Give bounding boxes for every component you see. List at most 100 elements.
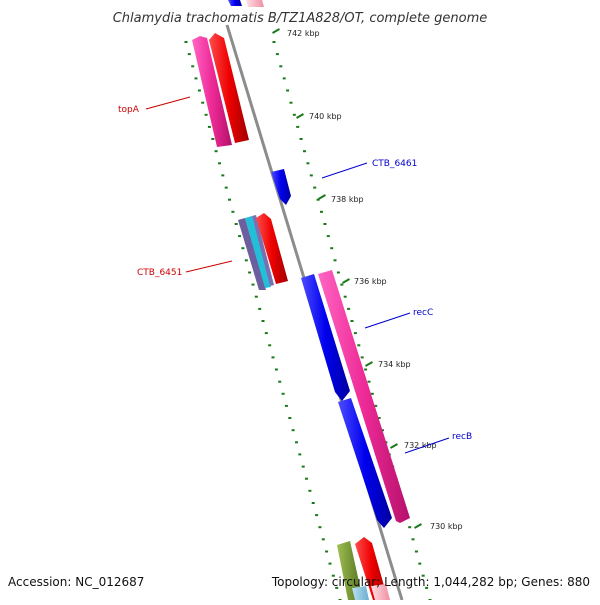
ring-dot [191,65,195,68]
tick-label: 734 kbp [378,360,411,369]
gene-CTB_6461[interactable] [271,169,291,205]
gene-topA[interactable] [192,36,232,147]
ring-dot [370,392,374,395]
ring-dot [323,223,327,225]
CTB_6451-leader [185,260,233,273]
ring-dot [299,138,303,140]
recB-leader [404,437,450,454]
ring-dot [325,550,329,553]
gene-label-CTB_6461[interactable]: CTB_6461 [372,159,417,169]
tick-label: 730 kbp [430,522,463,531]
gene-label-recC[interactable]: recC [413,308,433,318]
ring-dot [357,344,361,347]
gene-CTB_6451-purple[interactable] [238,218,266,290]
ring-dot [289,101,293,104]
gene-forward-red-1[interactable] [209,33,249,143]
ring-dot [204,113,208,116]
ring-dot [335,586,339,589]
ring-dot [244,259,248,262]
ring-dot [321,538,325,541]
ring-dot [258,307,262,310]
ring-dot [254,295,258,298]
ring-dot [303,150,306,153]
ring-dot [248,271,252,274]
gene-forward-lightblue[interactable] [352,586,369,600]
ring-dot [408,526,412,529]
gene-feature-pale-top[interactable] [246,0,264,7]
ring-dot [228,198,231,201]
accession-text: Accession: NC_012687 [8,575,144,589]
ring-dot [187,53,191,56]
ring-dot [271,356,275,359]
ring-dot [231,210,235,213]
gene-forward-pale[interactable] [371,584,390,600]
ring-dot [291,429,295,432]
ring-dot [268,344,272,347]
ring-dot [279,65,283,68]
ring-dot [350,320,354,322]
ring-dot [311,502,315,504]
gene-CTB_6451-cyan[interactable] [245,216,271,288]
ring-dot [251,283,255,286]
tick-label: 738 kbp [331,195,364,204]
ring-dot [411,538,415,541]
ring-dot [315,514,319,517]
ring-dot [241,247,245,250]
tick-label: 732 kbp [404,441,437,450]
ring-dot [295,441,298,444]
ring-dot [296,125,300,128]
gene-forward-red-2[interactable] [256,213,288,284]
ring-dot [374,404,378,407]
scale-tick-738: 738 kbp [318,194,364,204]
ring-dot [309,174,313,177]
ring-dot [261,320,265,322]
ring-dot [275,53,279,56]
genome-summary-text: Topology: circular; Length: 1,044,282 bp… [271,575,590,589]
gene-label-CTB_6451[interactable]: CTB_6451 [137,268,182,278]
recC-leader [364,312,411,329]
ring-dot [308,489,312,492]
gene-forward-olive[interactable] [337,541,363,600]
tick-label: 740 kbp [309,112,342,121]
ring-dot [286,89,290,92]
gene-forward-red-3[interactable] [355,537,388,600]
gene-CTB_6451-violet[interactable] [252,215,274,286]
gene-recC[interactable] [301,274,350,401]
gene-recB[interactable] [338,398,392,528]
ring-dot [425,586,429,589]
scale-tick-742: 742 kbp [272,28,320,38]
CTB_6461-leader [321,162,368,179]
ring-dot [284,404,288,407]
ring-dot [316,198,320,201]
ring-dot [288,417,292,419]
ring-dot [381,429,384,432]
map-title: Chlamydia trachomatis B/TZ1A828/OT, comp… [113,11,488,26]
ring-dot [377,417,381,419]
ring-dot [336,271,340,274]
tick-label: 742 kbp [287,29,320,38]
ring-dot [264,332,268,335]
ring-dot [418,562,422,565]
ring-dot [207,125,211,128]
gene-feature-blue-top[interactable] [228,0,242,6]
ring-dot [331,574,335,577]
gene-label-recB[interactable]: recB [452,432,472,442]
ring-dot [194,77,198,80]
ring-dot [305,477,308,480]
ring-dot [347,307,351,310]
ring-dot [340,283,344,286]
ring-dot [274,368,278,371]
gene-label-topA[interactable]: topA [118,105,140,115]
ring-dot [364,368,368,371]
ring-dot [326,235,330,238]
ring-dot [360,356,364,359]
ring-dot [214,150,218,153]
ring-dot [318,526,322,529]
scale-tick-732: 732 kbp [390,441,437,450]
ring-dot [282,77,286,80]
tick-label: 736 kbp [354,277,387,286]
ring-dot [234,223,238,225]
gene-reverse-pink[interactable] [318,270,410,523]
